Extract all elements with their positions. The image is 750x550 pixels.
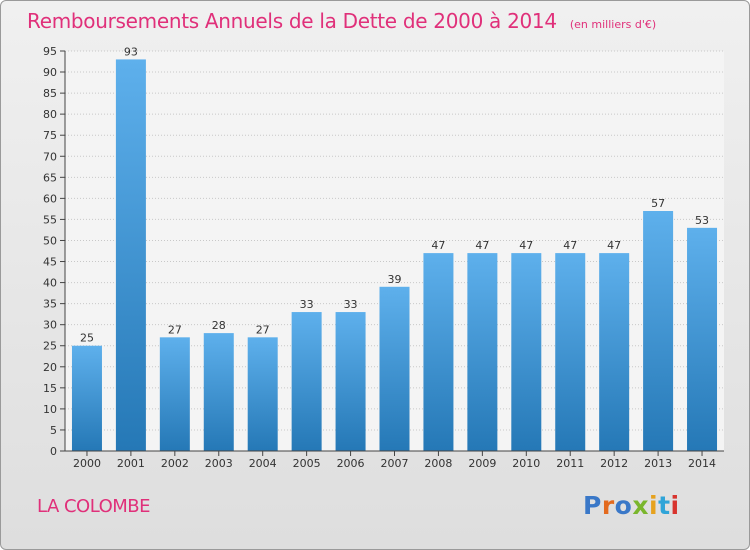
bar <box>335 312 366 451</box>
bar <box>423 253 454 451</box>
x-tick-label: 2014 <box>688 457 716 470</box>
bar <box>687 227 718 451</box>
x-axis: 2000 2001 2002 2003 2004 2005 2006 2007 2008 2009… <box>65 450 724 470</box>
brand-letter: i <box>649 491 659 520</box>
brand-letter: P <box>583 491 602 520</box>
y-tick-label: 90 <box>43 66 57 79</box>
x-tick-label: 2003 <box>205 457 233 470</box>
y-tick-label: 35 <box>43 298 57 311</box>
bar <box>159 337 190 451</box>
chart-unit: (en milliers d'€) <box>569 18 657 31</box>
bar <box>555 253 586 451</box>
bar-value-label: 27 <box>168 323 182 336</box>
brand-logo: Proxiti <box>583 491 680 520</box>
x-tick-label: 2007 <box>381 457 409 470</box>
y-tick-label: 95 <box>43 45 57 58</box>
bar-value-label: 47 <box>563 239 577 252</box>
x-tick-label: 2002 <box>161 457 189 470</box>
y-tick-label: 15 <box>43 382 57 395</box>
y-tick-label: 5 <box>50 424 57 437</box>
entity-name: LA COLOMBE <box>37 496 151 517</box>
bar <box>643 211 674 451</box>
y-tick-label: 85 <box>43 87 57 100</box>
x-tick-label: 2009 <box>468 457 496 470</box>
y-tick-label: 20 <box>43 361 57 374</box>
x-tick-label: 2004 <box>249 457 277 470</box>
y-tick-label: 45 <box>43 256 57 269</box>
bar <box>203 333 234 451</box>
bar-value-label: 39 <box>388 273 402 286</box>
brand-letter: x <box>632 491 649 520</box>
y-tick-label: 30 <box>43 319 57 332</box>
bar <box>511 253 542 451</box>
bar-value-label: 47 <box>519 239 533 252</box>
x-tick-label: 2013 <box>644 457 672 470</box>
y-tick-label: 65 <box>43 171 57 184</box>
bar-value-label: 33 <box>300 298 314 311</box>
y-tick-label: 70 <box>43 150 57 163</box>
brand-letter: i <box>670 491 680 520</box>
x-tick-label: 2000 <box>73 457 101 470</box>
bar <box>115 59 146 451</box>
bar-value-label: 27 <box>256 323 270 336</box>
x-tick-label: 2011 <box>556 457 584 470</box>
y-tick-label: 0 <box>50 445 57 458</box>
bar-value-label: 53 <box>695 214 709 227</box>
x-tick-label: 2005 <box>293 457 321 470</box>
bar-value-label: 47 <box>475 239 489 252</box>
y-tick-label: 80 <box>43 108 57 121</box>
x-tick-label: 2006 <box>337 457 365 470</box>
bar-value-label: 25 <box>80 332 94 345</box>
bar-value-label: 93 <box>124 45 138 58</box>
bar-value-label: 57 <box>651 197 665 210</box>
brand-letter: t <box>658 491 671 520</box>
bar-value-label: 28 <box>212 319 226 332</box>
bar-value-label: 33 <box>344 298 358 311</box>
x-tick-label: 2010 <box>512 457 540 470</box>
chart-title: Remboursements Annuels de la Dette de 20… <box>27 9 656 33</box>
bar-value-label: 47 <box>431 239 445 252</box>
y-tick-label: 10 <box>43 403 57 416</box>
bar <box>599 253 630 451</box>
y-tick-label: 40 <box>43 277 57 290</box>
bar <box>247 337 278 451</box>
chart-title-text: Remboursements Annuels de la Dette de 20… <box>27 9 557 33</box>
y-tick-label: 55 <box>43 213 57 226</box>
x-tick-label: 2008 <box>424 457 452 470</box>
brand-letter: o <box>614 491 633 520</box>
bar <box>467 253 498 451</box>
x-tick-label: 2001 <box>117 457 145 470</box>
bar <box>379 286 410 451</box>
y-tick-label: 25 <box>43 340 57 353</box>
y-tick-label: 50 <box>43 234 57 247</box>
brand-letter: r <box>601 491 615 520</box>
y-tick-label: 75 <box>43 129 57 142</box>
bar <box>291 312 322 451</box>
y-axis: 0 5 10 15 20 25 30 35 40 45 50 55 60 65 70 75 80 85 90 95 <box>43 45 66 458</box>
y-tick-label: 60 <box>43 192 57 205</box>
x-tick-label: 2012 <box>600 457 628 470</box>
bar <box>71 345 102 451</box>
bars: 25 93 27 28 27 33 33 39 47 47 47 47 47 57 53 <box>71 45 718 451</box>
bar-value-label: 47 <box>607 239 621 252</box>
